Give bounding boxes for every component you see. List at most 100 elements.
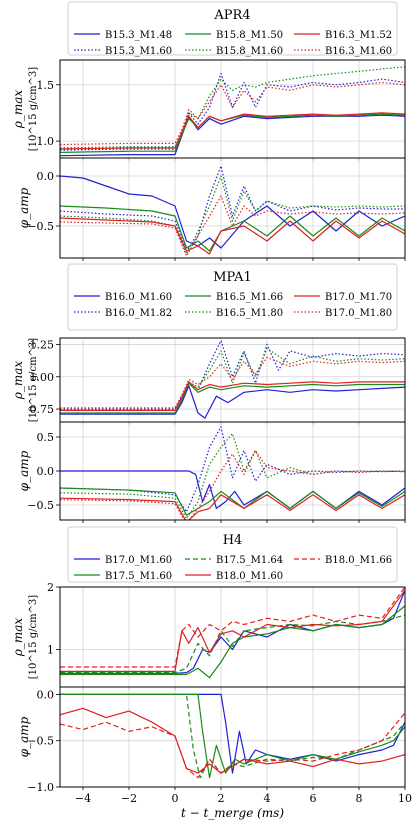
- legend-entry: B16.0_M1.60: [74, 292, 172, 303]
- series-line-B17.0_M1.80: [60, 356, 405, 409]
- legend-label: B17.0_M1.70: [325, 292, 392, 303]
- x-tick-label: −4: [75, 792, 91, 805]
- legend-frame: [67, 1, 398, 56]
- series-line-B16.0_M1.82: [60, 426, 405, 513]
- series-line-B16.3_M1.52: [60, 112, 405, 150]
- y-axis-unit: [10^15 g/cm^3]: [28, 595, 39, 680]
- axes-frame: [59, 59, 406, 159]
- x-tick-label: 0: [172, 792, 179, 805]
- y-tick-label: −1.0: [27, 781, 54, 794]
- y-axis-unit: [10^15 g/cm^3]: [28, 67, 39, 152]
- legend-entry: B15.8_M1.60: [185, 46, 283, 57]
- panel-4: 1 2 ρ_max [10^15 g/cm^3]: [11, 581, 406, 690]
- legend-entry: B15.8_M1.50: [185, 30, 283, 41]
- legend-label: B18.0_M1.66: [325, 555, 392, 566]
- series-line-B17.5_M1.60: [60, 693, 405, 779]
- series-group: [60, 693, 405, 779]
- y-axis-label: φ_amp: [17, 450, 31, 491]
- legend-entry: B16.3_M1.52: [294, 30, 392, 41]
- y-tick-label: −0.5: [27, 499, 54, 512]
- legend-entry: B16.3_M1.60: [294, 46, 392, 57]
- y-tick-label: 0.5: [37, 431, 55, 444]
- series-group: [60, 165, 405, 257]
- y-tick-label: −0.5: [27, 220, 54, 233]
- y-axis-label: ρ_max: [11, 90, 25, 130]
- grid: [60, 60, 406, 158]
- y-tick-label: −0.5: [27, 735, 54, 748]
- panel-1: 0.0 −0.5φ_amp: [17, 157, 406, 261]
- axes-frame: [59, 157, 406, 259]
- x-tick-label: 2: [218, 792, 225, 805]
- legend-label: B17.0_M1.80: [325, 308, 392, 319]
- y-axis-unit: [10^15 g/cm^3]: [28, 338, 39, 423]
- panel-2: 0.75 1.00 1.25 ρ_max [10^15 g/cm^3]: [11, 337, 406, 425]
- legend-entry: B15.3_M1.48: [74, 30, 172, 41]
- legend-entry: B17.0_M1.80: [294, 308, 392, 319]
- legend-entry: B16.0_M1.82: [74, 308, 172, 319]
- panel-0: 1.0 1.5 ρ_max [10^15 g/cm^3]: [11, 59, 406, 161]
- series-line-B15.3_M1.60: [60, 165, 405, 252]
- y-axis-label: ρ_max: [11, 361, 25, 401]
- grid: [60, 422, 406, 520]
- series-line-B17.0_M1.60: [60, 589, 405, 674]
- series-line-B15.3_M1.60: [60, 72, 405, 151]
- y-tick-label: 1.00: [30, 371, 55, 384]
- legend-entry: B18.0_M1.60: [185, 571, 283, 582]
- legend-label: B15.3_M1.60: [105, 46, 172, 57]
- series-line-B18.0_M1.66: [60, 712, 405, 779]
- legend-title: H4: [223, 533, 243, 548]
- legend-entry: B16.5_M1.80: [185, 308, 283, 319]
- y-axis-label: φ_amp: [17, 716, 31, 757]
- series-line-B16.0_M1.82: [60, 340, 405, 410]
- x-tick-label: 6: [310, 792, 317, 805]
- panel-3: 0.5 0.0 −0.5 φ_amp: [17, 421, 406, 523]
- legend-label: B15.8_M1.50: [216, 30, 283, 41]
- y-tick-label: 0.0: [37, 465, 55, 478]
- series-line-B16.5_M1.66: [60, 382, 405, 414]
- series-line-B18.0_M1.66: [60, 587, 405, 668]
- legend-label: B15.8_M1.60: [216, 46, 283, 57]
- legend-entry: B16.5_M1.66: [185, 292, 283, 303]
- axes-frame: [59, 686, 406, 788]
- series-line-B17.5_M1.64: [60, 693, 405, 779]
- y-tick-label: 2: [47, 581, 54, 594]
- legend-label: B15.3_M1.48: [105, 30, 172, 41]
- x-axis-label: t − t_merge (ms): [181, 806, 284, 820]
- legend-entry: B17.0_M1.60: [74, 555, 172, 566]
- legend-label: B16.5_M1.80: [216, 308, 283, 319]
- series-line-B15.3_M1.48: [60, 175, 405, 249]
- x-tick-label: 4: [264, 792, 271, 805]
- legend-entry: B17.0_M1.70: [294, 292, 392, 303]
- y-tick-label: 0.75: [30, 403, 55, 416]
- legend-frame: [67, 526, 398, 583]
- y-tick-label: 1.0: [37, 135, 55, 148]
- legend-label: B17.5_M1.60: [105, 571, 172, 582]
- series-line-B18.0_M1.60: [60, 589, 405, 673]
- legend-title: APR4: [213, 8, 250, 23]
- y-tick-label: 1.5: [37, 79, 55, 92]
- legend-h4: H4 B17.0_M1.60 B17.5_M1.64 B18.0_M1.66 B17.5…: [67, 526, 398, 583]
- x-tick-label: 10: [398, 792, 412, 805]
- legend-label: B17.5_M1.64: [216, 555, 283, 566]
- series-line-B17.5_M1.64: [60, 614, 405, 674]
- y-tick-label: 0.0: [37, 170, 55, 183]
- legend-label: B16.3_M1.52: [325, 30, 392, 41]
- legend-entry: B17.5_M1.60: [74, 571, 172, 582]
- x-tick-label: 8: [356, 792, 363, 805]
- series-group: [60, 66, 405, 157]
- legend-label: B16.0_M1.82: [105, 308, 172, 319]
- series-line-B18.0_M1.60: [60, 707, 405, 774]
- series-group: [60, 426, 405, 520]
- series-line-B16.5_M1.80: [60, 433, 405, 520]
- y-tick-label: 0.0: [37, 688, 55, 701]
- legend-frame: [67, 263, 398, 331]
- legend-mpa1: MPA1 B16.0_M1.60 B16.5_M1.66 B17.0_M1.70 B16…: [67, 263, 398, 331]
- legend-apr4: APR4 B15.3_M1.48 B15.8_M1.50 B16.3_M1.52 B15…: [67, 1, 398, 57]
- y-axis-label: φ_amp: [17, 187, 31, 228]
- series-group: [60, 340, 405, 419]
- x-tick-label: −2: [121, 792, 137, 805]
- y-tick-label: 1: [47, 644, 54, 657]
- series-group: [60, 587, 405, 679]
- legend-label: B16.0_M1.60: [105, 292, 172, 303]
